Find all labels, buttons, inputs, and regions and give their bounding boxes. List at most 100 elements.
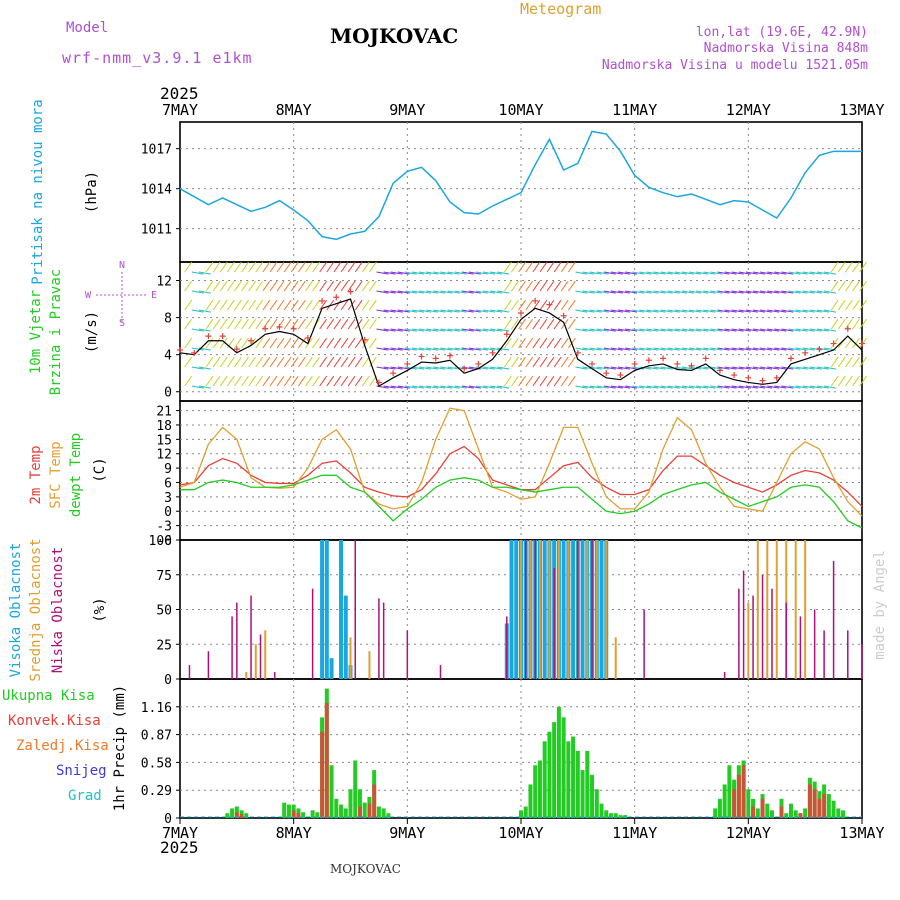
wind-barb bbox=[667, 309, 680, 313]
wind-barb bbox=[198, 366, 211, 370]
cloud-high-bar bbox=[509, 540, 514, 679]
wind-barb bbox=[411, 328, 424, 332]
wind-barb bbox=[667, 271, 680, 275]
wind-barb bbox=[689, 290, 702, 294]
day-label-bottom: 11MAY bbox=[612, 824, 657, 842]
wind-barb bbox=[731, 385, 744, 389]
wind-barb bbox=[269, 280, 278, 292]
wind-barb bbox=[752, 290, 765, 294]
wind-barb bbox=[518, 299, 526, 311]
wind-barb bbox=[490, 366, 503, 370]
wind-barb bbox=[525, 375, 534, 387]
temperature-ytick-label: -6 bbox=[156, 534, 172, 549]
wind-barb bbox=[297, 280, 306, 292]
wind-barb bbox=[255, 261, 264, 273]
wind-barb bbox=[290, 318, 299, 330]
wind-barb bbox=[625, 347, 638, 351]
wind-barb bbox=[603, 347, 616, 351]
wind-barb bbox=[632, 385, 645, 389]
wind-barb bbox=[497, 366, 510, 370]
gust-marker bbox=[787, 355, 794, 362]
temperature-ytick-label: 21 bbox=[156, 405, 172, 420]
gust-marker bbox=[532, 297, 539, 304]
wind-barb bbox=[809, 385, 822, 389]
wind-barb bbox=[333, 337, 342, 349]
cloud-low-bar bbox=[406, 630, 409, 679]
wind-barb bbox=[269, 261, 278, 273]
wind-barb bbox=[674, 290, 687, 294]
day-label-bottom: 12MAY bbox=[726, 824, 771, 842]
wind-barb bbox=[710, 328, 723, 332]
wind-barb bbox=[262, 261, 271, 273]
cloud-ytick-label: 100 bbox=[149, 534, 172, 549]
cloud-low-bar bbox=[378, 598, 380, 679]
wind-barb bbox=[639, 328, 652, 332]
wind-barb bbox=[404, 347, 417, 351]
wind-barb bbox=[319, 280, 328, 292]
wind-barb bbox=[837, 261, 846, 273]
wind-barb bbox=[454, 385, 467, 389]
wind-barb bbox=[397, 347, 410, 351]
cloud-mid-bar bbox=[794, 540, 797, 679]
cloud-low-bar bbox=[738, 588, 740, 679]
precip-conv-bar bbox=[291, 810, 296, 818]
precip-frame bbox=[179, 678, 863, 819]
wind-barb bbox=[802, 290, 815, 294]
wind-barb bbox=[689, 271, 702, 275]
wind-barb bbox=[290, 375, 299, 387]
pressure-ytick-label: 1017 bbox=[141, 143, 172, 158]
wind-barb bbox=[226, 356, 235, 368]
precip-total-bar bbox=[608, 813, 613, 818]
wind-barb bbox=[625, 271, 638, 275]
wind-barb bbox=[205, 280, 214, 292]
wind-barb bbox=[774, 328, 787, 332]
precip-conv-bar bbox=[296, 813, 301, 818]
wind-barb bbox=[625, 290, 638, 294]
wind-barb bbox=[184, 375, 193, 387]
gust-marker bbox=[489, 349, 496, 356]
wind-barb bbox=[532, 337, 541, 349]
gust-marker bbox=[603, 370, 610, 377]
cloud-low-bar bbox=[311, 588, 314, 679]
gust-marker bbox=[475, 360, 482, 367]
cloud-low-bar bbox=[524, 540, 527, 679]
wind-barb bbox=[426, 347, 439, 351]
cloud-high-bar bbox=[571, 540, 576, 679]
cloud-mid-bar bbox=[614, 637, 617, 679]
wind-barb bbox=[788, 366, 801, 370]
cloud-low-bar bbox=[643, 609, 645, 679]
wind-barb bbox=[454, 290, 467, 294]
wind-barb bbox=[347, 318, 356, 330]
cloud-low-bar bbox=[785, 602, 787, 679]
gust-marker bbox=[418, 353, 425, 360]
precip-legend-item: Zaledj.Kisa bbox=[16, 738, 109, 754]
precip-total-bar bbox=[301, 812, 306, 818]
wind-barb bbox=[333, 356, 342, 368]
cloud-low-bar bbox=[591, 540, 593, 679]
wind-barb bbox=[525, 337, 534, 349]
wind-barb bbox=[830, 280, 839, 292]
precip-total-bar bbox=[523, 806, 528, 818]
wind-axis-title-2: Brzina i Pravac bbox=[48, 269, 64, 395]
wind-barb bbox=[255, 318, 264, 330]
wind-barb bbox=[319, 299, 328, 311]
wind-barb bbox=[653, 328, 666, 332]
wind-barb bbox=[262, 318, 271, 330]
wind-barb bbox=[269, 299, 278, 311]
gust-marker bbox=[745, 374, 752, 381]
gust-marker bbox=[546, 301, 553, 308]
gust-marker bbox=[319, 297, 326, 304]
wind-barb bbox=[738, 309, 751, 313]
wind-barb bbox=[426, 290, 439, 294]
pressure-ytick-label: 1014 bbox=[141, 183, 172, 198]
wind-barb bbox=[724, 385, 737, 389]
wind-barb bbox=[802, 366, 815, 370]
wind-barb bbox=[319, 375, 328, 387]
wind-barb bbox=[390, 385, 403, 389]
precip-ytick-label: 0.87 bbox=[141, 729, 172, 744]
cloud-high-bar bbox=[324, 540, 329, 679]
wind-barb bbox=[205, 261, 214, 273]
wind-barb bbox=[852, 356, 860, 368]
wind-barb bbox=[226, 261, 235, 273]
wind-barb bbox=[340, 318, 349, 330]
